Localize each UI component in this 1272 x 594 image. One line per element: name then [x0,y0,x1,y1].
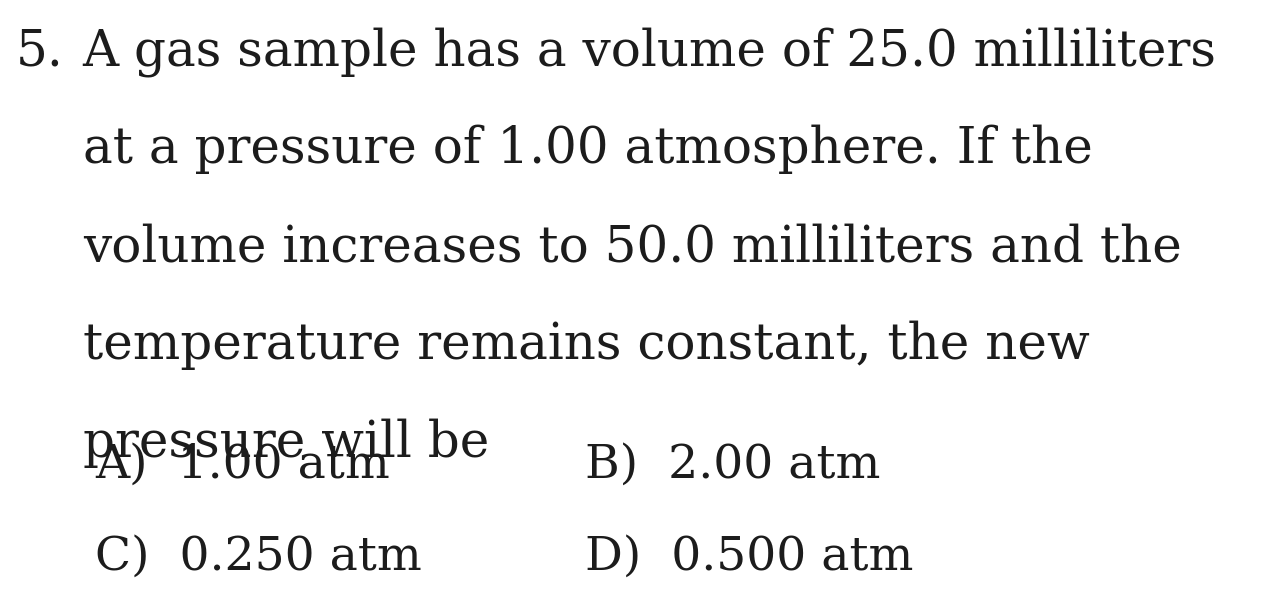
Text: at a pressure of 1.00 atmosphere. If the: at a pressure of 1.00 atmosphere. If the [83,125,1093,174]
Text: 5.: 5. [15,27,64,76]
Text: D)  0.500 atm: D) 0.500 atm [585,535,913,580]
Text: pressure will be: pressure will be [83,419,488,468]
Text: C)  0.250 atm: C) 0.250 atm [95,535,422,580]
Text: volume increases to 50.0 milliliters and the: volume increases to 50.0 milliliters and… [83,223,1182,272]
Text: temperature remains constant, the new: temperature remains constant, the new [83,321,1089,370]
Text: A gas sample has a volume of 25.0 milliliters: A gas sample has a volume of 25.0 millil… [83,27,1217,77]
Text: B)  2.00 atm: B) 2.00 atm [585,443,880,488]
Text: A)  1.00 atm: A) 1.00 atm [95,443,391,488]
